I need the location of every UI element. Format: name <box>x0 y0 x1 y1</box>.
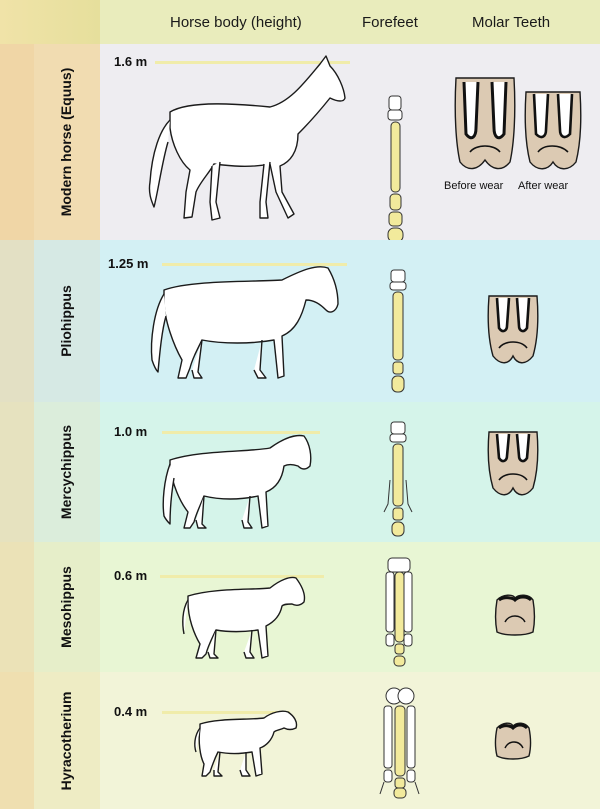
horse-body-heading: Horse body (height) <box>170 14 302 31</box>
height-marker-line <box>162 263 347 266</box>
hyracotherium-forefoot-bones <box>379 687 420 799</box>
mercychippus-molar <box>487 431 539 496</box>
header-corner <box>0 0 100 44</box>
species-name: Mercychippus <box>58 424 74 520</box>
height-label: 0.4 m <box>114 704 148 719</box>
pliohippus-molar <box>487 295 539 364</box>
row-mercychippus: Mercychippus 1.0 m <box>0 402 600 542</box>
height-marker-line <box>155 61 350 64</box>
row-mesohippus: Mesohippus 0.6 m <box>0 542 600 672</box>
row-side-band: Mesohippus <box>0 542 100 672</box>
header-bar: Horse body (height) Forefeet Molar Teeth <box>0 0 600 44</box>
forefeet-heading: Forefeet <box>362 14 418 31</box>
pliohippus-forefoot-bones <box>389 269 407 393</box>
mesohippus-illustration <box>182 576 306 659</box>
before-wear-label: Before wear <box>444 180 504 192</box>
molar-before-wear <box>454 77 516 170</box>
mercychippus-illustration <box>162 434 312 529</box>
row-hyracotherium: Hyracotherium 0.4 m <box>0 672 600 809</box>
height-marker-line <box>162 711 290 714</box>
height-label: 1.6 m <box>114 54 148 69</box>
hyracotherium-illustration <box>194 710 298 777</box>
row-side-band: Modern horse (Equus) <box>0 44 100 240</box>
row-side-band: Hyracotherium <box>0 672 100 809</box>
species-name: Mesohippus <box>58 566 74 648</box>
row-pliohippus: Pliohippus 1.25 m <box>0 240 600 402</box>
modern-forefoot-bones <box>387 95 404 243</box>
molar-after-wear <box>524 91 582 170</box>
mercychippus-forefoot-bones <box>383 421 413 537</box>
row-side-band: Mercychippus <box>0 402 100 542</box>
height-label: 1.0 m <box>114 424 148 439</box>
after-wear-label: After wear <box>518 180 569 192</box>
species-name: Pliohippus <box>58 285 74 357</box>
height-marker-line <box>160 575 324 578</box>
row-modern-horse: Modern horse (Equus) 1.6 m <box>0 44 600 243</box>
mesohippus-forefoot-bones <box>385 557 413 667</box>
molar-teeth-heading: Molar Teeth <box>472 14 551 31</box>
hyracotherium-molar <box>494 722 532 760</box>
height-label: 0.6 m <box>114 568 148 583</box>
height-marker-line <box>162 431 320 434</box>
modern-horse-illustration <box>148 55 346 221</box>
row-side-band: Pliohippus <box>0 240 100 402</box>
pliohippus-illustration <box>150 266 339 379</box>
species-name: Hyracotherium <box>58 691 74 790</box>
height-label: 1.25 m <box>108 256 149 271</box>
mesohippus-molar <box>494 594 536 636</box>
species-name: Modern horse (Equus) <box>58 67 74 217</box>
